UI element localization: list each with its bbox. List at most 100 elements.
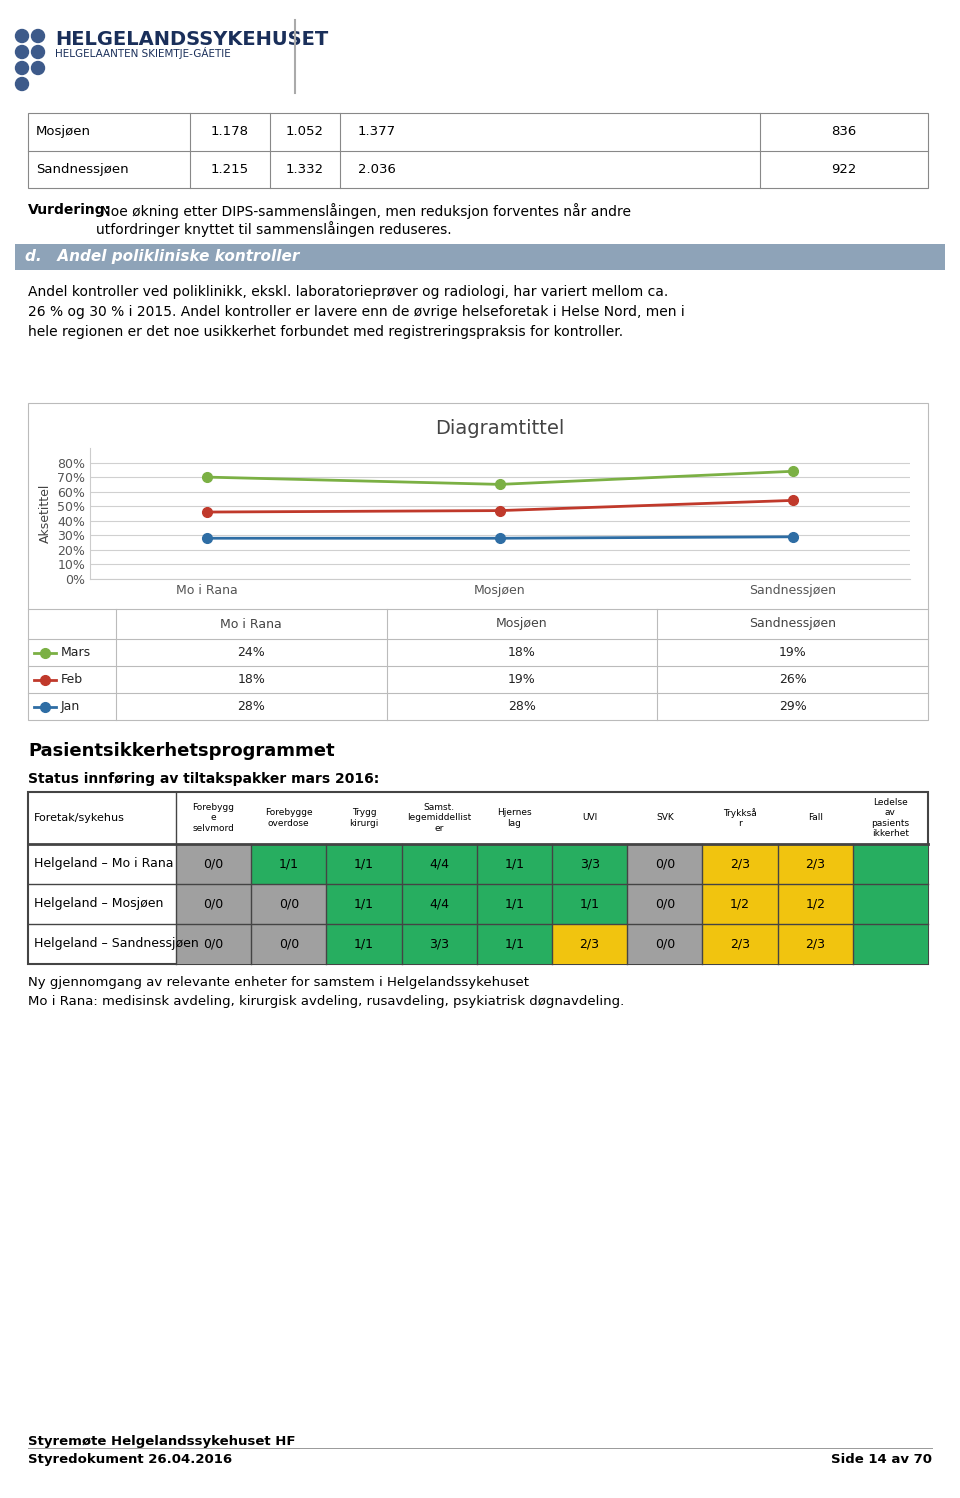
Circle shape <box>15 30 29 42</box>
Text: 4/4: 4/4 <box>429 897 449 911</box>
Text: 2/3: 2/3 <box>580 938 600 951</box>
Text: 836: 836 <box>831 126 856 138</box>
Text: 1/1: 1/1 <box>504 857 524 870</box>
Bar <box>326 924 401 965</box>
Text: 1.052: 1.052 <box>286 126 324 138</box>
Text: d.   Andel polikliniske kontroller: d. Andel polikliniske kontroller <box>25 250 300 265</box>
Bar <box>401 924 477 965</box>
Text: 922: 922 <box>831 163 856 175</box>
Text: 19%: 19% <box>779 646 806 659</box>
Text: HELGELANDSSYKEHUSET: HELGELANDSSYKEHUSET <box>55 30 328 49</box>
Text: Feb: Feb <box>61 673 84 686</box>
Text: 1/1: 1/1 <box>504 938 524 951</box>
Bar <box>477 843 552 884</box>
Text: Forebygg
e
selvmord: Forebygg e selvmord <box>193 803 234 833</box>
Text: 3/3: 3/3 <box>580 857 600 870</box>
Text: 1.178: 1.178 <box>211 126 249 138</box>
Text: Fall: Fall <box>807 813 823 822</box>
Text: 1/1: 1/1 <box>504 897 524 911</box>
Text: Ledelse
av
pasients
ikkerhet: Ledelse av pasients ikkerhet <box>872 798 909 837</box>
Text: 1/1: 1/1 <box>278 857 299 870</box>
Text: 19%: 19% <box>508 673 536 686</box>
Circle shape <box>32 45 44 58</box>
Text: 0/0: 0/0 <box>204 938 224 951</box>
Text: Helgeland – Mo i Rana: Helgeland – Mo i Rana <box>34 857 174 870</box>
Text: 1.215: 1.215 <box>211 163 249 175</box>
Bar <box>252 924 326 965</box>
Text: Jan: Jan <box>61 700 81 713</box>
Text: Andel kontroller ved poliklinikk, ekskl. laboratorieprøver og radiologi, har var: Andel kontroller ved poliklinikk, ekskl.… <box>28 285 684 339</box>
Text: 0/0: 0/0 <box>204 857 224 870</box>
Text: Mosjøen: Mosjøen <box>496 617 548 631</box>
Bar <box>627 884 703 924</box>
Text: HELGELAANTEN SKIEMTJE-GÁETIE: HELGELAANTEN SKIEMTJE-GÁETIE <box>55 46 230 58</box>
Text: 0/0: 0/0 <box>278 938 299 951</box>
Text: Vurdering:: Vurdering: <box>28 204 111 217</box>
Text: Mars: Mars <box>61 646 91 659</box>
Text: 18%: 18% <box>508 646 536 659</box>
Bar <box>176 884 252 924</box>
Text: 2/3: 2/3 <box>730 857 750 870</box>
Text: Ny gjennomgang av relevante enheter for samstem i Helgelandssykehuset
Mo i Rana:: Ny gjennomgang av relevante enheter for … <box>28 977 624 1008</box>
Bar <box>852 924 928 965</box>
Bar <box>552 884 627 924</box>
Text: Samst.
legemiddellist
er: Samst. legemiddellist er <box>407 803 471 833</box>
Bar <box>176 924 252 965</box>
Bar <box>552 843 627 884</box>
Text: 0/0: 0/0 <box>204 897 224 911</box>
Text: 0/0: 0/0 <box>655 938 675 951</box>
Text: 28%: 28% <box>508 700 536 713</box>
Bar <box>477 924 552 965</box>
Bar <box>176 843 252 884</box>
Text: 0/0: 0/0 <box>655 857 675 870</box>
Bar <box>627 843 703 884</box>
Text: Forebygge
overdose: Forebygge overdose <box>265 809 313 828</box>
Text: Hjernes
lag: Hjernes lag <box>497 809 532 828</box>
Text: 0/0: 0/0 <box>655 897 675 911</box>
Circle shape <box>15 78 29 90</box>
Bar <box>703 924 778 965</box>
Text: Pasientsikkerhetsprogrammet: Pasientsikkerhetsprogrammet <box>28 742 335 759</box>
Bar <box>15 244 945 270</box>
Text: Trykkså
r: Trykkså r <box>723 807 756 828</box>
Text: 1/2: 1/2 <box>805 897 826 911</box>
Text: 1/1: 1/1 <box>354 938 374 951</box>
Text: 3/3: 3/3 <box>429 938 449 951</box>
Text: 26%: 26% <box>779 673 806 686</box>
Bar <box>28 112 928 189</box>
Bar <box>252 843 326 884</box>
Text: Trygg
kirurgi: Trygg kirurgi <box>349 809 378 828</box>
Bar <box>252 884 326 924</box>
Text: Foretak/sykehus: Foretak/sykehus <box>34 813 125 822</box>
Text: Helgeland – Mosjøen: Helgeland – Mosjøen <box>34 897 163 911</box>
Text: 1/1: 1/1 <box>580 897 600 911</box>
Text: Helgeland – Sandnessjøen: Helgeland – Sandnessjøen <box>34 938 199 951</box>
Text: Sandnessjøen: Sandnessjøen <box>749 617 836 631</box>
Text: Sandnessjøen: Sandnessjøen <box>36 163 129 175</box>
Bar <box>627 924 703 965</box>
Text: 29%: 29% <box>779 700 806 713</box>
Bar <box>28 792 928 965</box>
Text: SVK: SVK <box>656 813 674 822</box>
Bar <box>778 924 852 965</box>
Text: 2.036: 2.036 <box>358 163 396 175</box>
Bar <box>852 884 928 924</box>
Bar <box>326 843 401 884</box>
Bar <box>703 884 778 924</box>
Text: 2/3: 2/3 <box>805 857 826 870</box>
Text: Noe økning etter DIPS-sammenslåingen, men reduksjon forventes når andre
utfordri: Noe økning etter DIPS-sammenslåingen, me… <box>96 204 631 238</box>
Y-axis label: Aksetittel: Aksetittel <box>38 484 52 544</box>
Text: Mosjøen: Mosjøen <box>36 126 91 138</box>
Circle shape <box>15 45 29 58</box>
Title: Diagramtittel: Diagramtittel <box>435 419 564 437</box>
Bar <box>852 843 928 884</box>
Text: 1.377: 1.377 <box>358 126 396 138</box>
Text: Mo i Rana: Mo i Rana <box>221 617 282 631</box>
Bar <box>477 884 552 924</box>
Text: UVI: UVI <box>582 813 597 822</box>
Text: Side 14 av 70: Side 14 av 70 <box>831 1453 932 1467</box>
Text: Styremøte Helgelandssykehuset HF
Styredokument 26.04.2016: Styremøte Helgelandssykehuset HF Styredo… <box>28 1435 296 1467</box>
Circle shape <box>32 61 44 75</box>
Text: 0/0: 0/0 <box>278 897 299 911</box>
Circle shape <box>32 30 44 42</box>
